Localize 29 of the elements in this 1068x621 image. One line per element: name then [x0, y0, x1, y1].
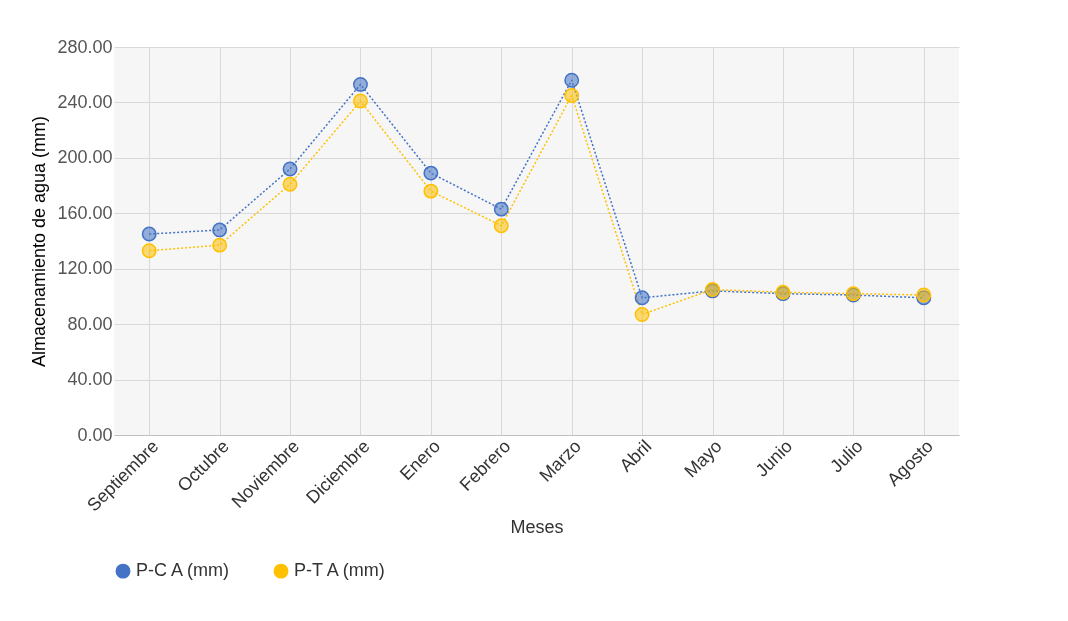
x-tick-label: Julio: [826, 436, 867, 477]
point: [493, 201, 509, 217]
x-axis-title: Meses: [510, 517, 564, 538]
y-tick-label: 200.00: [57, 147, 113, 168]
point: [141, 243, 157, 259]
point: [493, 218, 509, 234]
point: [423, 183, 439, 199]
y-tick-label: 280.00: [57, 36, 113, 57]
point: [634, 307, 650, 322]
legend-label: P-T A (mm): [294, 560, 385, 581]
point: [423, 165, 439, 181]
y-tick-label: 120.00: [57, 258, 113, 279]
point: [564, 72, 580, 88]
point: [282, 161, 298, 177]
point: [212, 237, 228, 253]
y-tick-label: 0.00: [77, 424, 113, 445]
point: [353, 93, 368, 109]
point: [212, 222, 228, 238]
point: [141, 226, 157, 242]
y-tick-label: 240.00: [57, 91, 113, 112]
point: [564, 88, 580, 103]
y-tick-label: 80.00: [67, 313, 113, 334]
y-tick-label: 40.00: [67, 369, 113, 390]
legend-label: P-C A (mm): [136, 560, 229, 581]
point: [353, 76, 368, 92]
y-tick-label: 160.00: [57, 202, 113, 223]
point: [634, 290, 650, 306]
y-axis-title: Almacenamiento de agua (mm): [29, 115, 50, 368]
point: [282, 176, 298, 192]
